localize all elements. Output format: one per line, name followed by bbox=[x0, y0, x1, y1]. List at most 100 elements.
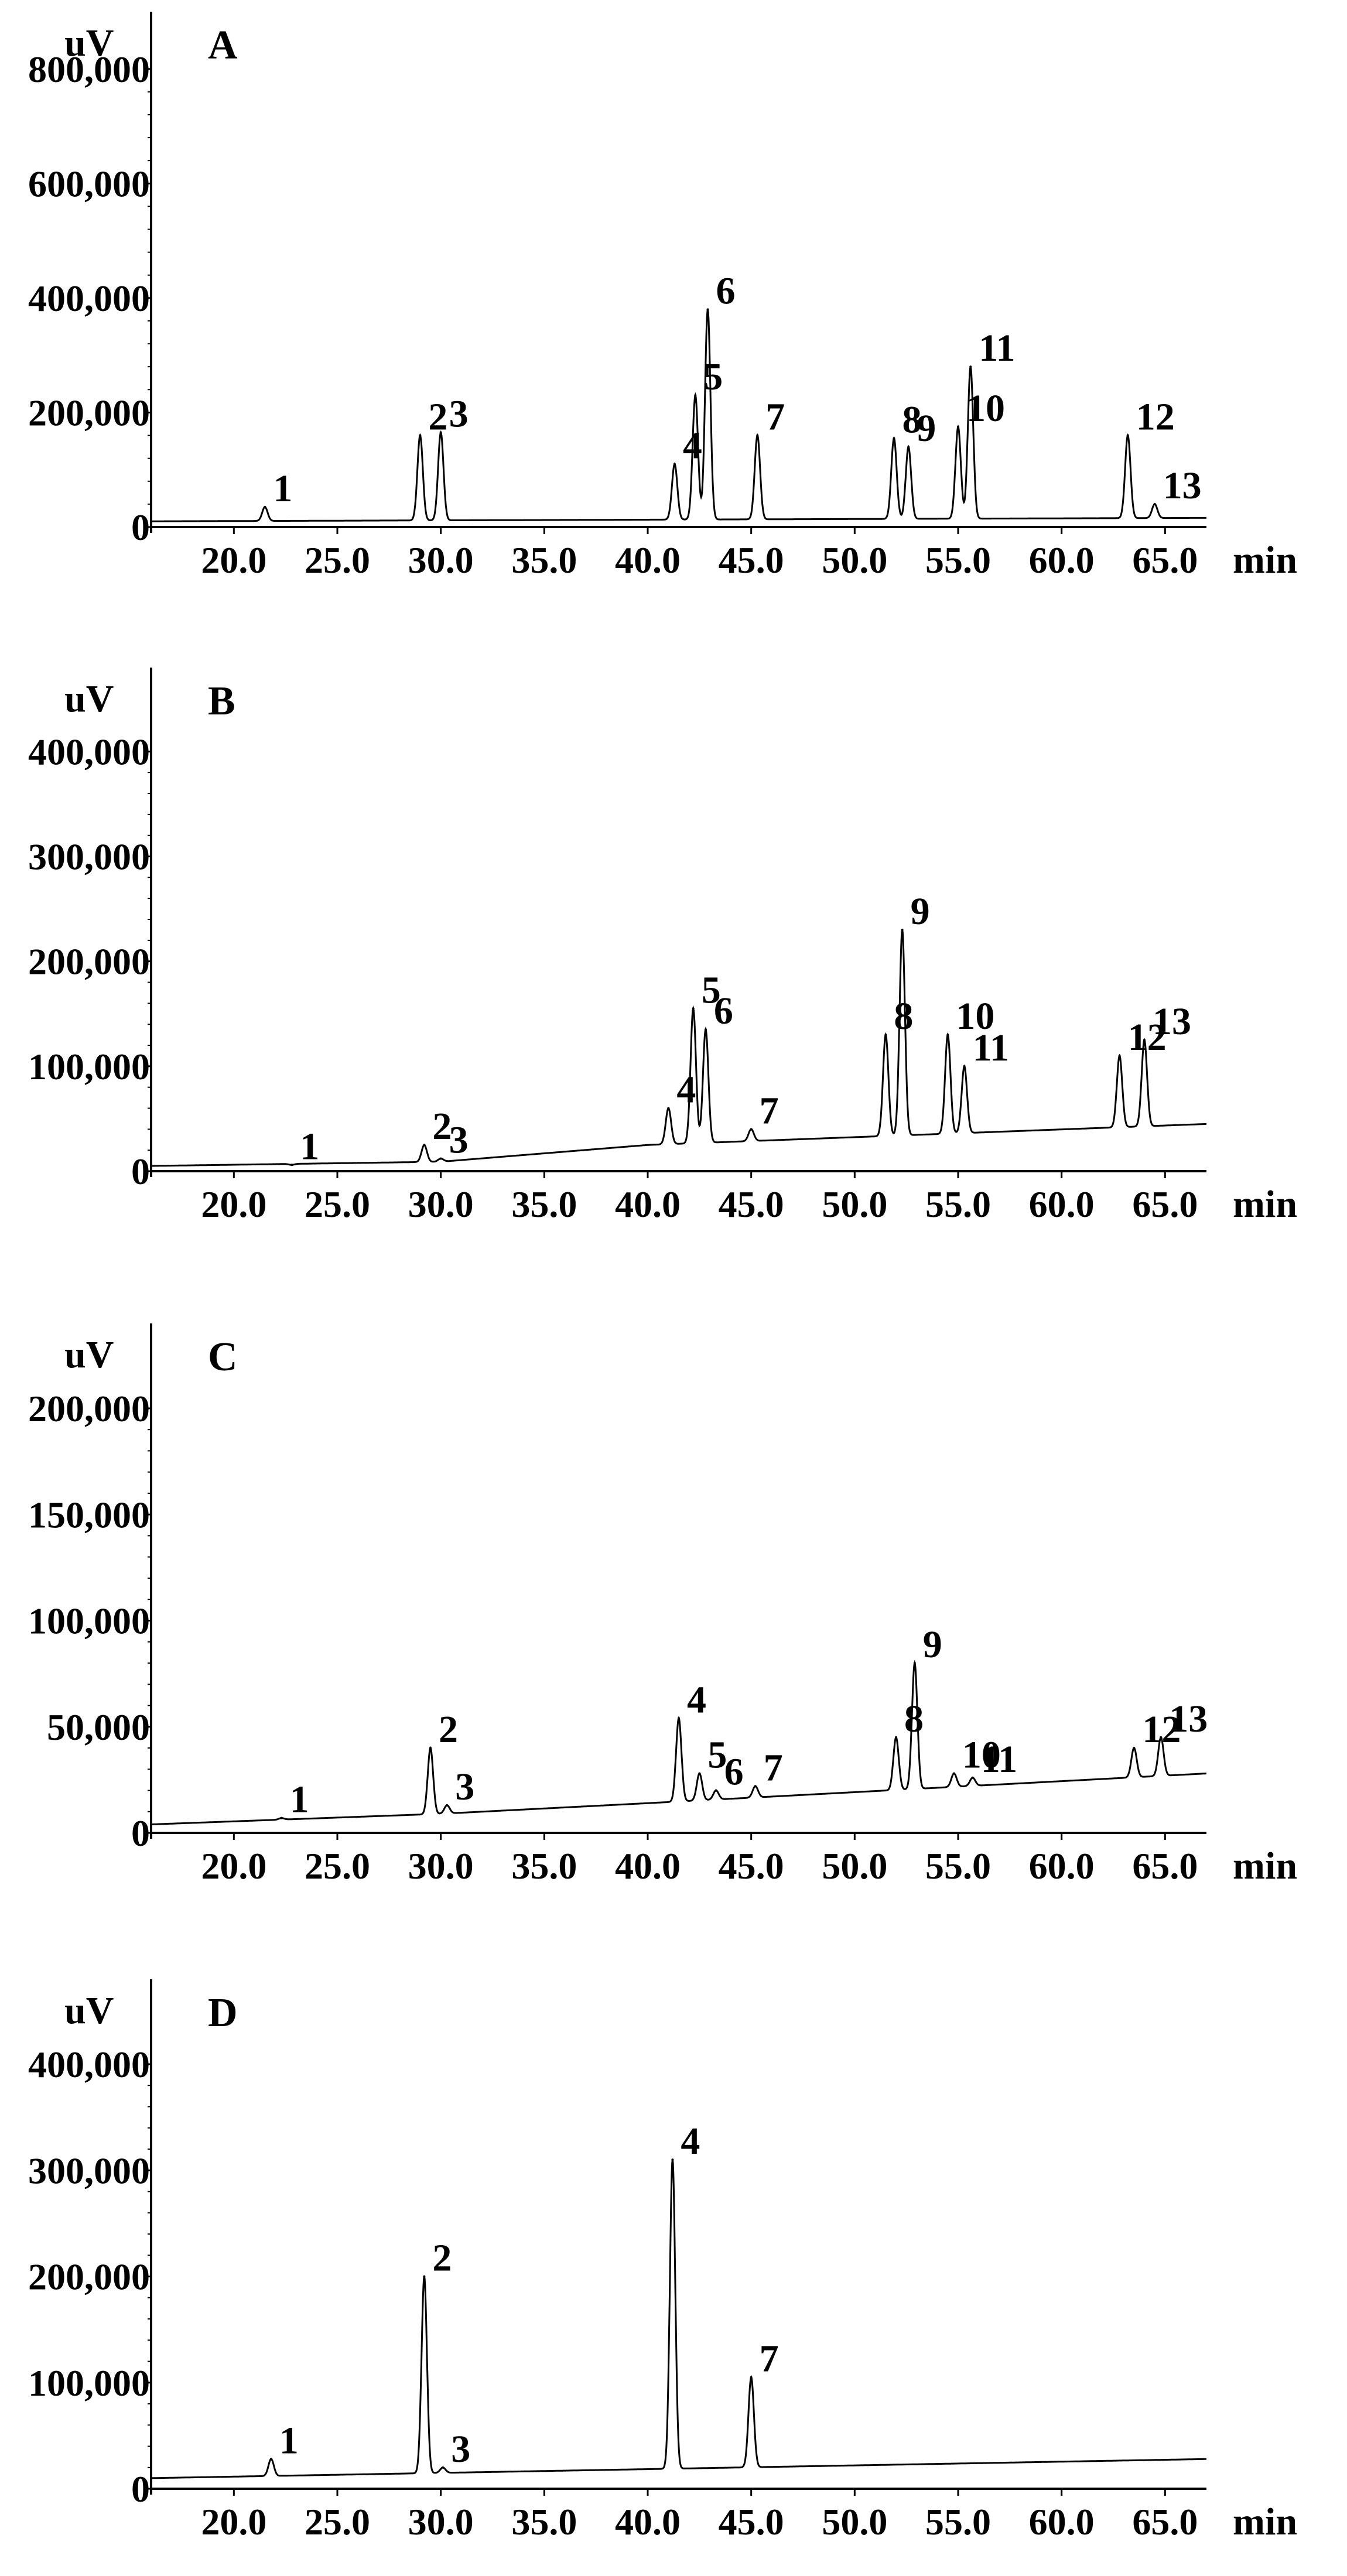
chromatogram-trace bbox=[151, 309, 1206, 522]
peak-apex-point bbox=[692, 1007, 695, 1010]
peak-label: 8 bbox=[904, 1698, 924, 1740]
peak-label: 8 bbox=[894, 995, 913, 1038]
x-tick-label: 60.0 bbox=[1029, 539, 1095, 581]
peak-label: 10 bbox=[956, 995, 994, 1038]
x-tick-label: 60.0 bbox=[1029, 1845, 1095, 1887]
y-tick-label: 0 bbox=[131, 507, 150, 548]
x-tick-label: 30.0 bbox=[408, 1845, 474, 1887]
x-tick-label: 20.0 bbox=[201, 1845, 266, 1887]
y-tick-label: 400,000 bbox=[28, 2044, 150, 2085]
peak-apex-point bbox=[971, 1776, 974, 1779]
peak-label: 5 bbox=[707, 1734, 727, 1777]
peak-label: 3 bbox=[449, 1119, 469, 1162]
y-axis-unit: uV bbox=[64, 1333, 114, 1376]
x-tick-label: 55.0 bbox=[925, 539, 991, 581]
peak-label: 5 bbox=[702, 969, 721, 1011]
peak-apex-point bbox=[269, 2458, 272, 2461]
panel-letter: C bbox=[208, 1335, 238, 1380]
y-tick-label: 800,000 bbox=[28, 49, 150, 90]
peak-label: 6 bbox=[716, 269, 735, 312]
peak-apex-point bbox=[963, 1065, 966, 1068]
peak-apex-point bbox=[913, 1662, 916, 1664]
peak-label: 2 bbox=[432, 1105, 452, 1148]
peak-label: 3 bbox=[451, 2428, 470, 2471]
y-tick-label: 200,000 bbox=[28, 392, 150, 433]
x-tick-label: 25.0 bbox=[305, 539, 370, 581]
peak-label: 2 bbox=[439, 1708, 458, 1751]
peak-apex-point bbox=[1160, 1736, 1163, 1739]
y-tick-label: 0 bbox=[131, 2468, 150, 2510]
peak-apex-point bbox=[1153, 502, 1156, 505]
peak-label: 4 bbox=[683, 424, 702, 467]
y-tick-label: 400,000 bbox=[28, 731, 150, 772]
chart-panel-b: 0 100,000 200,000 300,000 400,000 20.0 25.0 30.… bbox=[28, 668, 1297, 1226]
x-axis-unit: min bbox=[1233, 1183, 1297, 1226]
peak-apex-point bbox=[1126, 434, 1129, 437]
peak-apex-point bbox=[423, 1144, 426, 1147]
peak-label: 7 bbox=[765, 396, 785, 439]
peak-label: 7 bbox=[760, 1089, 779, 1132]
x-tick-label: 55.0 bbox=[925, 1183, 991, 1225]
x-tick-label: 25.0 bbox=[305, 1845, 370, 1887]
y-tick-label: 50,000 bbox=[47, 1706, 150, 1748]
peak-apex-point bbox=[694, 394, 697, 397]
x-tick-label: 35.0 bbox=[511, 539, 577, 581]
peak-apex-point bbox=[671, 2158, 674, 2161]
x-tick-label: 50.0 bbox=[822, 1845, 887, 1887]
x-tick-label: 35.0 bbox=[511, 1183, 577, 1225]
x-tick-label: 20.0 bbox=[201, 2501, 266, 2543]
y-tick-label: 200,000 bbox=[28, 2256, 150, 2298]
peak-apex-point bbox=[442, 2466, 445, 2469]
peak-apex-point bbox=[893, 437, 895, 440]
x-tick-label: 45.0 bbox=[719, 539, 784, 581]
x-tick-label: 25.0 bbox=[305, 1183, 370, 1225]
y-tick-label: 100,000 bbox=[28, 1600, 150, 1642]
peak-apex-point bbox=[429, 1747, 432, 1749]
y-tick-label: 100,000 bbox=[28, 2362, 150, 2404]
peak-label: 11 bbox=[979, 327, 1015, 370]
y-tick-label: 400,000 bbox=[28, 278, 150, 319]
peak-label: 9 bbox=[923, 1623, 942, 1666]
peak-label: 11 bbox=[973, 1027, 1009, 1069]
peak-label: 12 bbox=[1142, 1708, 1181, 1751]
peak-apex-point bbox=[419, 434, 422, 437]
peak-apex-point bbox=[280, 1816, 283, 1819]
chromatogram-trace bbox=[151, 929, 1206, 1167]
chromatogram-trace bbox=[151, 1660, 1206, 1825]
peak-apex-point bbox=[1133, 1747, 1136, 1749]
panel-letter: B bbox=[208, 679, 235, 724]
peak-label: 7 bbox=[760, 2338, 779, 2380]
x-tick-label: 35.0 bbox=[511, 1845, 577, 1887]
peak-apex-point bbox=[969, 365, 972, 368]
peak-apex-point bbox=[946, 1034, 949, 1036]
peak-label: 6 bbox=[724, 1751, 744, 1794]
x-tick-label: 25.0 bbox=[305, 2501, 370, 2543]
peak-apex-point bbox=[901, 928, 904, 931]
x-tick-label: 20.0 bbox=[201, 539, 266, 581]
x-tick-label: 40.0 bbox=[615, 1183, 681, 1225]
peak-label: 9 bbox=[917, 407, 936, 450]
peak-label: 5 bbox=[703, 355, 723, 398]
peak-apex-point bbox=[907, 446, 910, 449]
y-tick-label: 600,000 bbox=[28, 163, 150, 204]
peak-label: 13 bbox=[1163, 464, 1202, 507]
peak-label: 4 bbox=[676, 1069, 696, 1111]
y-tick-label: 300,000 bbox=[28, 2150, 150, 2191]
peak-apex-point bbox=[714, 1789, 717, 1792]
x-tick-label: 30.0 bbox=[408, 539, 474, 581]
panel-letter: D bbox=[208, 1990, 238, 2036]
peak-apex-point bbox=[756, 434, 759, 437]
x-tick-label: 45.0 bbox=[719, 1845, 784, 1887]
y-tick-label: 0 bbox=[131, 1812, 150, 1854]
peak-apex-point bbox=[706, 308, 709, 311]
x-tick-label: 20.0 bbox=[201, 1183, 266, 1225]
chart-panel-c: 0 50,000 100,000 150,000 200,000 20.0 25.0 30.0… bbox=[28, 1323, 1297, 1887]
x-tick-label: 40.0 bbox=[615, 1845, 681, 1887]
peak-apex-point bbox=[754, 1785, 757, 1788]
peak-apex-point bbox=[667, 1107, 670, 1110]
peak-apex-point bbox=[678, 1717, 680, 1720]
y-tick-label: 150,000 bbox=[28, 1494, 150, 1535]
peak-label: 6 bbox=[714, 990, 733, 1032]
x-tick-label: 65.0 bbox=[1132, 1845, 1198, 1887]
